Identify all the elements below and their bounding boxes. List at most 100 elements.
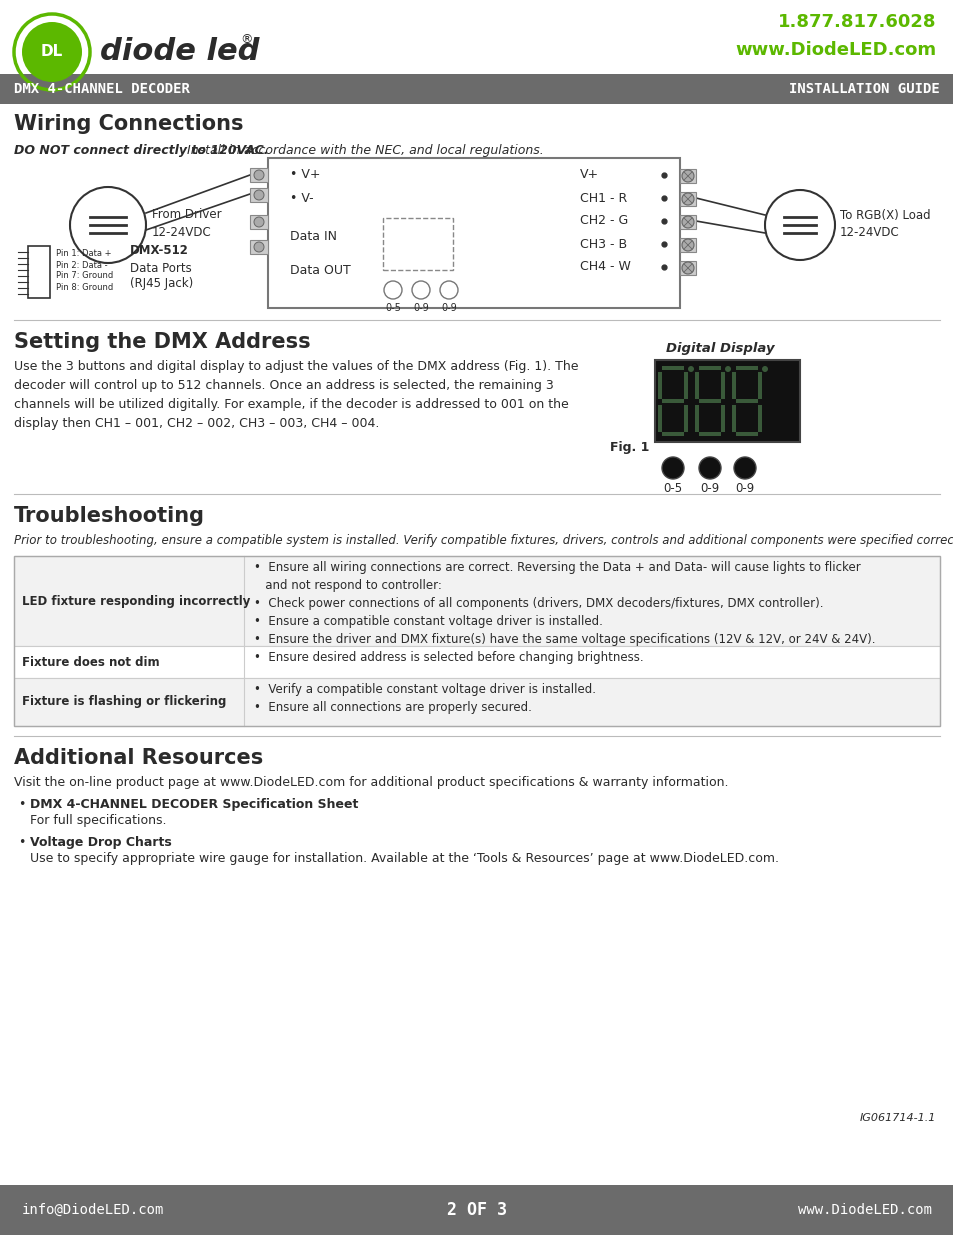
Circle shape xyxy=(681,193,693,205)
Text: DL: DL xyxy=(41,44,63,59)
Bar xyxy=(250,188,268,203)
Text: Digital Display: Digital Display xyxy=(665,342,774,354)
Text: CH4 - W: CH4 - W xyxy=(579,261,630,273)
Text: www.DiodeLED.com: www.DiodeLED.com xyxy=(797,1203,931,1216)
Text: Wiring Connections: Wiring Connections xyxy=(14,114,243,135)
Text: LED fixture responding incorrectly: LED fixture responding incorrectly xyxy=(22,594,250,608)
Text: •: • xyxy=(18,798,26,811)
Text: Fixture is flashing or flickering: Fixture is flashing or flickering xyxy=(22,695,226,709)
Circle shape xyxy=(699,457,720,479)
Text: DMX 4-CHANNEL DECODER: DMX 4-CHANNEL DECODER xyxy=(14,82,190,96)
Bar xyxy=(699,399,720,403)
Bar xyxy=(0,1186,953,1235)
Bar xyxy=(758,405,761,432)
Circle shape xyxy=(70,186,146,263)
Text: Data Ports: Data Ports xyxy=(130,262,192,274)
Bar xyxy=(655,359,800,442)
Text: 0-9: 0-9 xyxy=(735,482,754,494)
Text: (RJ45 Jack): (RJ45 Jack) xyxy=(130,278,193,290)
Text: ®: ® xyxy=(240,33,253,47)
Text: 2 OF 3: 2 OF 3 xyxy=(447,1200,506,1219)
Circle shape xyxy=(253,170,264,180)
Bar xyxy=(661,399,683,403)
Text: www.DiodeLED.com: www.DiodeLED.com xyxy=(734,41,935,59)
Text: CH2 - G: CH2 - G xyxy=(579,215,628,227)
Text: Visit the on-line product page at www.DiodeLED.com for additional product specif: Visit the on-line product page at www.Di… xyxy=(14,776,728,789)
Text: 12-24VDC: 12-24VDC xyxy=(152,226,212,240)
Text: 0-5: 0-5 xyxy=(662,482,681,494)
Circle shape xyxy=(761,366,767,372)
Bar xyxy=(0,74,953,104)
Bar xyxy=(658,372,661,399)
Bar xyxy=(731,372,735,399)
Text: 0-9: 0-9 xyxy=(440,303,456,312)
Circle shape xyxy=(687,366,693,372)
Text: Pin 2: Data -: Pin 2: Data - xyxy=(56,261,108,269)
Circle shape xyxy=(724,366,730,372)
Text: INSTALLATION GUIDE: INSTALLATION GUIDE xyxy=(788,82,939,96)
Text: Use the 3 buttons and digital display to adjust the values of the DMX address (F: Use the 3 buttons and digital display to… xyxy=(14,359,578,430)
Circle shape xyxy=(681,216,693,228)
Circle shape xyxy=(253,217,264,227)
Text: 0-5: 0-5 xyxy=(385,303,400,312)
Bar xyxy=(731,405,735,432)
Text: 0-9: 0-9 xyxy=(413,303,429,312)
Text: Additional Resources: Additional Resources xyxy=(14,748,263,768)
Bar xyxy=(382,219,453,270)
Bar xyxy=(679,261,696,275)
Text: Data IN: Data IN xyxy=(290,231,336,243)
Circle shape xyxy=(733,457,755,479)
Bar xyxy=(683,405,687,432)
Bar xyxy=(683,372,687,399)
Bar xyxy=(14,556,939,646)
Text: Fixture does not dim: Fixture does not dim xyxy=(22,656,159,668)
Text: IG061714-1.1: IG061714-1.1 xyxy=(859,1113,935,1123)
Text: DMX-512: DMX-512 xyxy=(130,245,189,258)
Text: From Driver: From Driver xyxy=(152,209,221,221)
Text: 12-24VDC: 12-24VDC xyxy=(840,226,899,240)
Bar xyxy=(679,191,696,206)
Text: CH1 - R: CH1 - R xyxy=(579,191,626,205)
Bar xyxy=(28,246,50,298)
Text: info@DiodeLED.com: info@DiodeLED.com xyxy=(22,1203,164,1216)
Text: V+: V+ xyxy=(579,168,598,182)
Circle shape xyxy=(764,190,834,261)
Bar xyxy=(720,372,724,399)
Bar xyxy=(250,168,268,182)
Text: Use to specify appropriate wire gauge for installation. Available at the ‘Tools : Use to specify appropriate wire gauge fo… xyxy=(30,852,779,864)
Circle shape xyxy=(661,457,683,479)
Text: Voltage Drop Charts: Voltage Drop Charts xyxy=(30,836,172,848)
Text: CH3 - B: CH3 - B xyxy=(579,237,626,251)
Bar xyxy=(735,432,758,436)
Text: 1.877.817.6028: 1.877.817.6028 xyxy=(777,14,935,31)
Bar xyxy=(250,215,268,228)
Bar xyxy=(679,169,696,183)
Circle shape xyxy=(253,242,264,252)
Bar xyxy=(735,366,758,370)
Text: Pin 8: Ground: Pin 8: Ground xyxy=(56,283,113,291)
Bar xyxy=(758,372,761,399)
Bar xyxy=(699,432,720,436)
Text: DO NOT connect directly to 120VAC.: DO NOT connect directly to 120VAC. xyxy=(14,144,268,157)
Text: Setting the DMX Address: Setting the DMX Address xyxy=(14,332,311,352)
Text: •  Ensure desired address is selected before changing brightness.: • Ensure desired address is selected bef… xyxy=(253,651,643,664)
Bar xyxy=(679,238,696,252)
Text: Pin 7: Ground: Pin 7: Ground xyxy=(56,272,113,280)
Text: DMX 4-CHANNEL DECODER Specification Sheet: DMX 4-CHANNEL DECODER Specification Shee… xyxy=(30,798,358,811)
Bar xyxy=(268,158,679,308)
Bar xyxy=(661,432,683,436)
Text: For full specifications.: For full specifications. xyxy=(30,814,167,827)
Text: Data OUT: Data OUT xyxy=(290,263,351,277)
Bar xyxy=(250,240,268,254)
Text: Pin 1: Data +: Pin 1: Data + xyxy=(56,249,112,258)
Bar xyxy=(14,646,939,678)
Bar xyxy=(661,366,683,370)
Bar xyxy=(658,405,661,432)
Bar xyxy=(679,215,696,228)
Text: diode led: diode led xyxy=(100,37,259,67)
Text: Prior to troubleshooting, ensure a compatible system is installed. Verify compat: Prior to troubleshooting, ensure a compa… xyxy=(14,534,953,547)
Bar xyxy=(695,405,699,432)
Text: • V-: • V- xyxy=(290,191,314,205)
Bar xyxy=(14,678,939,726)
Bar xyxy=(14,556,939,726)
